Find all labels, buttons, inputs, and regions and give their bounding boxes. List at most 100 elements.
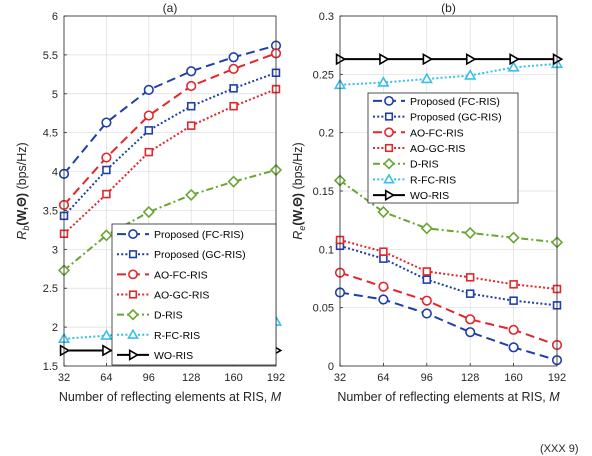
legend-entry: D-RIS	[154, 310, 183, 322]
y-tick-label: 0.2	[319, 128, 334, 140]
legend-marker	[384, 143, 394, 153]
legend: Proposed (FC-RIS) Proposed (GC-RIS) AO-FC-…	[367, 92, 519, 204]
data-point	[102, 189, 111, 199]
data-point	[378, 294, 389, 305]
y-tick-label: 0.05	[313, 303, 334, 315]
series-line	[339, 179, 558, 244]
data-point	[143, 110, 154, 121]
legend-box	[111, 223, 277, 366]
x-tick-label: 160	[504, 372, 522, 384]
data-point	[379, 247, 388, 256]
data-point	[229, 84, 238, 93]
y-tick-label: 0.1	[319, 244, 334, 256]
data-point	[465, 289, 475, 298]
legend-entry: Proposed (FC-RIS)	[410, 96, 500, 108]
legend-marker	[127, 308, 139, 321]
x-tick-label: 160	[224, 372, 242, 384]
data-point	[377, 76, 390, 87]
data-point	[507, 61, 520, 72]
axes-frame	[63, 15, 277, 367]
legend-marker	[384, 95, 394, 106]
series-line	[63, 52, 277, 206]
data-point	[420, 72, 433, 84]
legend-entry: WO-RIS	[410, 190, 449, 202]
legend-entry: Proposed (FC-RIS)	[154, 229, 244, 241]
data-point	[420, 222, 433, 235]
series-line	[63, 44, 277, 175]
y-tick-label: 0.25	[313, 69, 334, 81]
legend-entry: D-RIS	[410, 159, 439, 171]
data-point	[186, 101, 196, 111]
x-tick-label: 192	[267, 372, 285, 384]
data-point	[377, 205, 390, 219]
data-point	[101, 117, 112, 128]
data-point	[186, 121, 196, 130]
data-point	[379, 53, 390, 66]
data-point	[507, 231, 520, 244]
series-line	[339, 244, 558, 307]
data-point	[508, 324, 519, 335]
y-tick-label: 5.5	[43, 50, 58, 62]
data-point	[552, 53, 564, 66]
panel-title: (a)	[163, 1, 178, 15]
legend-marker	[128, 349, 140, 361]
data-point	[186, 80, 197, 92]
y-tick-label: 5	[52, 89, 58, 101]
legend-entry: AO-GC-RIS	[410, 143, 465, 155]
chart-panel-b: 32 64 96 128 160 192 0 0.05 0.1 0.15 0.2 0.25 0.3 (b)…	[291, 1, 566, 404]
legend-entry: AO-FC-RIS	[410, 127, 464, 139]
data-point	[142, 205, 155, 219]
legend-entry: R-FC-RIS	[410, 174, 456, 186]
chart-panel-a: 32 64 96 128 160 192 1.5 2 2.5 3 3.5 4 4.5 5 5.5 6 (a) Nu…	[15, 1, 285, 404]
data-point	[101, 152, 112, 163]
data-point	[186, 66, 197, 77]
data-point	[509, 280, 518, 289]
legend-entry: Proposed (GC-RIS)	[410, 112, 502, 124]
legend-marker	[128, 229, 138, 239]
series-line	[339, 291, 558, 362]
data-point	[102, 344, 113, 357]
x-tick-label: 192	[548, 372, 566, 384]
x-tick-label: 96	[143, 372, 155, 384]
data-point	[228, 52, 239, 63]
legend-marker	[128, 269, 138, 280]
x-axis-label: Number of reflecting elements at RIS, M	[59, 390, 282, 404]
legend-entry: AO-FC-RIS	[154, 269, 208, 281]
y-tick-label: 0.15	[313, 186, 334, 198]
data-point	[509, 296, 518, 305]
x-axis-label: Number of reflecting elements at RIS, M	[337, 390, 560, 404]
data-point	[102, 165, 111, 175]
data-point	[379, 254, 388, 263]
data-point	[421, 308, 432, 319]
data-point	[465, 273, 475, 282]
data-point	[464, 226, 477, 240]
legend-entry: R-FC-RIS	[154, 330, 200, 342]
data-point	[422, 275, 432, 284]
data-point	[422, 53, 434, 66]
data-point	[227, 175, 240, 188]
data-point	[465, 327, 476, 338]
data-point	[378, 281, 389, 292]
axes-frame	[339, 15, 558, 367]
series-line	[63, 169, 277, 272]
legend-entry: Proposed (GC-RIS)	[154, 249, 246, 261]
data-point	[421, 295, 432, 306]
series-line	[339, 271, 558, 346]
data-point	[464, 69, 477, 80]
corner-text: (XXX 9)	[540, 443, 579, 455]
y-tick-label: 4.5	[43, 128, 58, 140]
data-point	[465, 53, 477, 66]
legend-entry: AO-GC-RIS	[154, 290, 209, 302]
legend-marker	[127, 328, 139, 339]
y-tick-label: 3.5	[43, 205, 58, 217]
legend-entry: WO-RIS	[154, 350, 193, 362]
data-point	[229, 101, 238, 111]
y-tick-label: 2	[52, 322, 58, 334]
x-tick-label: 128	[182, 372, 200, 384]
legend-marker	[384, 127, 394, 138]
legend: Proposed (FC-RIS) Proposed (GC-RIS) AO-FC-…	[111, 223, 277, 366]
data-point	[100, 329, 113, 340]
data-point	[144, 147, 154, 157]
panel-title: (b)	[441, 1, 456, 15]
